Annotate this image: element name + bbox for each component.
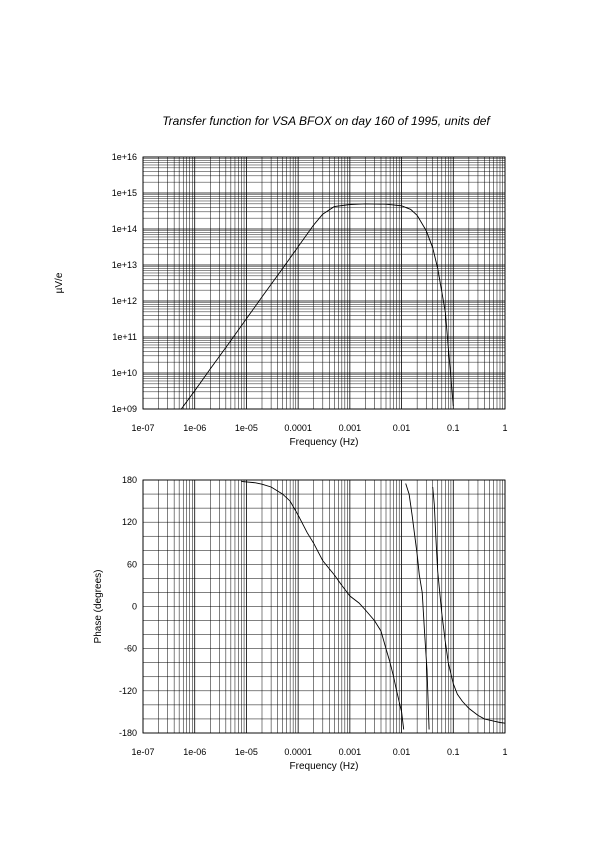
phase-series-line xyxy=(432,486,506,724)
y-axis-label: µV/e xyxy=(54,272,65,293)
x-tick-label: 0.001 xyxy=(339,747,362,757)
x-tick-label: 0.1 xyxy=(447,747,460,757)
phase-series-line xyxy=(241,480,405,730)
x-tick-label: 0.01 xyxy=(393,747,411,757)
phase-plot: 1e-07 1e-06 1e-05 0.0001 0.001 0.01 0.1 1 -180 -1… xyxy=(93,475,508,772)
x-tick-label: 1e-05 xyxy=(235,423,258,433)
y-tick-label: 180 xyxy=(122,475,137,485)
plot-frame xyxy=(142,479,506,734)
y-tick-label: 1e+10 xyxy=(112,368,137,378)
amplitude-plot: 1e-07 1e-06 1e-05 0.0001 0.001 0.01 0.1 1 1e+09 1… xyxy=(54,152,508,448)
chart-title: Transfer function for VSA BFOX on day 16… xyxy=(162,114,491,128)
x-tick-label: 1e-06 xyxy=(183,423,206,433)
x-axis-label: Frequency (Hz) xyxy=(290,761,359,772)
x-tick-label: 1e-07 xyxy=(131,747,154,757)
x-tick-label: 0.01 xyxy=(393,423,411,433)
y-tick-label: 1e+12 xyxy=(112,296,137,306)
x-tick-label: 1e-06 xyxy=(183,747,206,757)
amplitude-series-line xyxy=(180,203,454,410)
y-tick-label: -60 xyxy=(124,644,137,654)
x-tick-label: 0.0001 xyxy=(284,423,312,433)
x-axis-label: Frequency (Hz) xyxy=(290,437,359,448)
x-tick-label: 0.001 xyxy=(339,423,362,433)
phase-series-line xyxy=(405,483,430,730)
y-tick-label: 1e+09 xyxy=(112,404,137,414)
x-tick-label: 1 xyxy=(502,423,507,433)
y-tick-label: -120 xyxy=(119,686,137,696)
y-tick-label: 0 xyxy=(132,602,137,612)
x-tick-label: 1 xyxy=(502,747,507,757)
y-tick-label: -180 xyxy=(119,728,137,738)
y-tick-label: 1e+16 xyxy=(112,152,137,162)
y-tick-label: 60 xyxy=(127,559,137,569)
y-axis-label: Phase (degrees) xyxy=(93,570,104,644)
y-tick-label: 1e+14 xyxy=(112,224,137,234)
x-tick-label: 1e-05 xyxy=(235,747,258,757)
y-tick-label: 1e+11 xyxy=(112,332,137,342)
y-tick-label: 1e+15 xyxy=(112,188,137,198)
x-tick-label: 0.0001 xyxy=(284,747,312,757)
y-tick-label: 120 xyxy=(122,517,137,527)
y-tick-label: 1e+13 xyxy=(112,260,137,270)
x-tick-label: 1e-07 xyxy=(131,423,154,433)
x-tick-label: 0.1 xyxy=(447,423,460,433)
plot-frame xyxy=(142,156,506,410)
